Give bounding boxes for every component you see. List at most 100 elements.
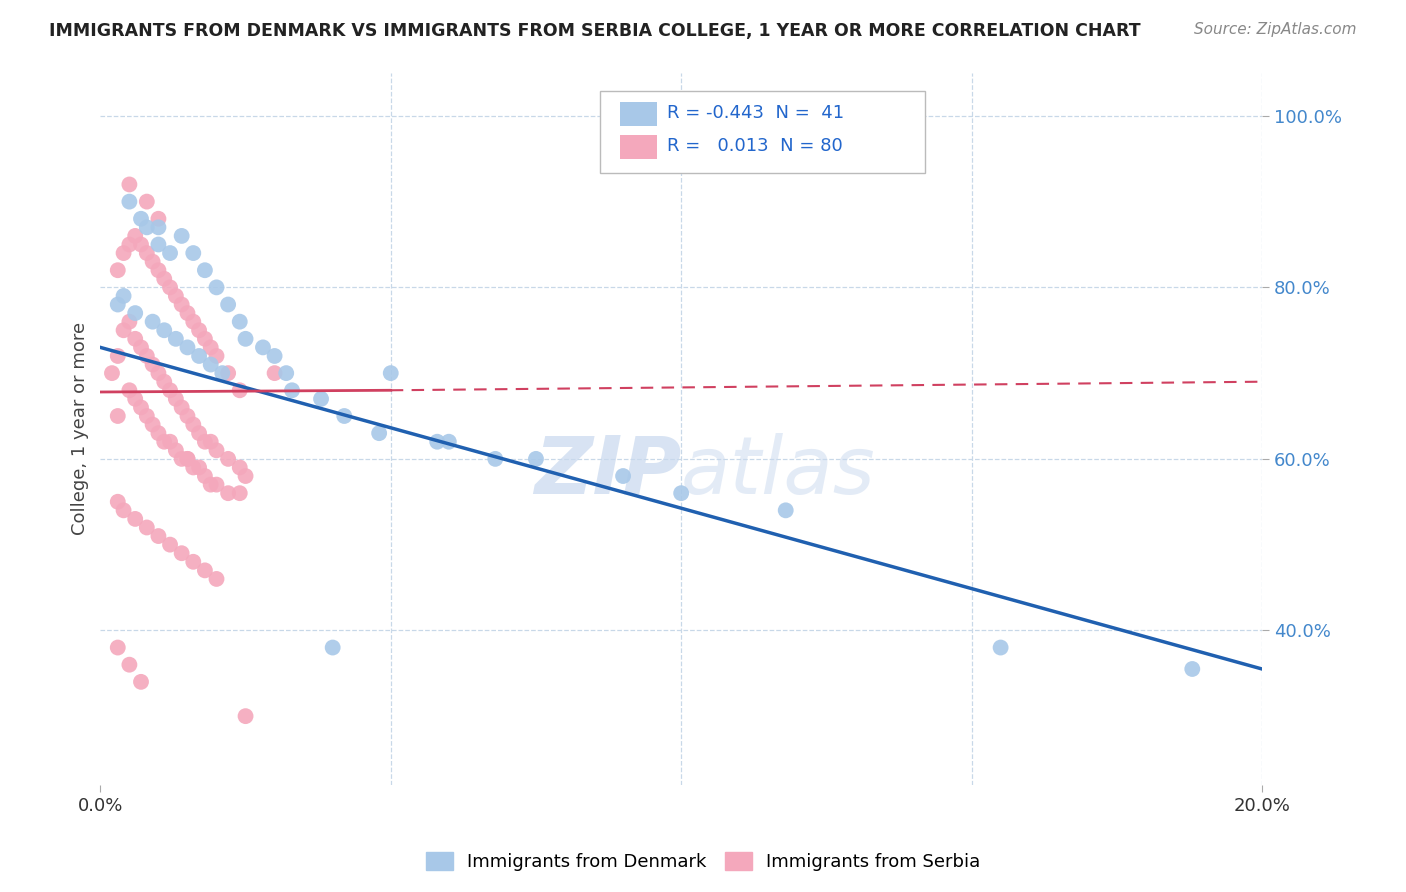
Point <box>437 434 460 449</box>
Point <box>426 434 449 449</box>
Point <box>112 503 135 517</box>
Point <box>1181 662 1204 676</box>
Point <box>142 417 165 432</box>
Point <box>124 332 146 346</box>
Point <box>194 563 217 577</box>
Point <box>107 495 129 509</box>
Point <box>669 486 692 500</box>
Point <box>217 486 239 500</box>
Point <box>200 477 222 491</box>
Point <box>159 384 181 398</box>
Point <box>217 451 239 466</box>
Point <box>112 246 135 260</box>
Point <box>101 366 124 380</box>
Point <box>135 194 157 209</box>
Point <box>181 246 204 260</box>
Point <box>200 358 222 372</box>
Point <box>170 228 193 243</box>
Point <box>148 529 170 543</box>
Point <box>135 246 157 260</box>
Point <box>129 237 152 252</box>
Point <box>276 366 298 380</box>
Point <box>148 211 170 226</box>
Point <box>188 323 211 337</box>
Point <box>135 220 157 235</box>
Text: ZIP: ZIP <box>534 433 681 510</box>
Point <box>124 512 146 526</box>
Point <box>165 332 187 346</box>
Point <box>118 315 141 329</box>
Bar <box>620 135 657 159</box>
Point <box>129 401 152 415</box>
Point <box>252 340 274 354</box>
Legend: Immigrants from Denmark, Immigrants from Serbia: Immigrants from Denmark, Immigrants from… <box>419 845 987 879</box>
Point <box>118 194 141 209</box>
Point <box>170 297 193 311</box>
Point <box>211 366 233 380</box>
Point <box>129 674 152 689</box>
Point <box>235 332 257 346</box>
Point <box>368 426 391 441</box>
Bar <box>620 103 657 127</box>
Point <box>107 297 129 311</box>
Point <box>112 289 135 303</box>
Point <box>205 477 228 491</box>
Point <box>129 211 152 226</box>
Point <box>205 572 228 586</box>
Point <box>176 451 198 466</box>
Point <box>148 366 170 380</box>
Point <box>229 486 252 500</box>
Point <box>135 520 157 534</box>
Point <box>148 220 170 235</box>
Point <box>176 409 198 423</box>
Text: R = -0.443  N =  41: R = -0.443 N = 41 <box>668 103 845 122</box>
Text: Source: ZipAtlas.com: Source: ZipAtlas.com <box>1194 22 1357 37</box>
Y-axis label: College, 1 year or more: College, 1 year or more <box>72 322 89 535</box>
FancyBboxPatch shape <box>600 91 925 173</box>
Point <box>170 546 193 560</box>
Point <box>205 280 228 294</box>
Point <box>118 657 141 672</box>
Point <box>229 460 252 475</box>
Point <box>194 263 217 277</box>
Point <box>170 401 193 415</box>
Point <box>235 709 257 723</box>
Point <box>181 555 204 569</box>
Point <box>333 409 356 423</box>
Point <box>229 315 252 329</box>
Point <box>263 366 285 380</box>
Point <box>107 409 129 423</box>
Point <box>612 469 634 483</box>
Point <box>112 323 135 337</box>
Point <box>176 306 198 320</box>
Point <box>217 366 239 380</box>
Point <box>153 434 176 449</box>
Point <box>135 409 157 423</box>
Point <box>217 297 239 311</box>
Point <box>124 392 146 406</box>
Point <box>148 426 170 441</box>
Point <box>990 640 1012 655</box>
Point <box>118 178 141 192</box>
Point <box>200 340 222 354</box>
Point <box>153 323 176 337</box>
Point <box>159 538 181 552</box>
Point <box>107 349 129 363</box>
Point <box>107 263 129 277</box>
Point <box>181 417 204 432</box>
Point <box>188 460 211 475</box>
Point <box>188 426 211 441</box>
Text: R =   0.013  N = 80: R = 0.013 N = 80 <box>668 136 844 154</box>
Point <box>188 349 211 363</box>
Point <box>148 263 170 277</box>
Point <box>159 246 181 260</box>
Point <box>235 469 257 483</box>
Point <box>142 315 165 329</box>
Point <box>309 392 332 406</box>
Point <box>135 349 157 363</box>
Point <box>118 384 141 398</box>
Point <box>129 340 152 354</box>
Point <box>380 366 402 380</box>
Point <box>200 434 222 449</box>
Point <box>142 358 165 372</box>
